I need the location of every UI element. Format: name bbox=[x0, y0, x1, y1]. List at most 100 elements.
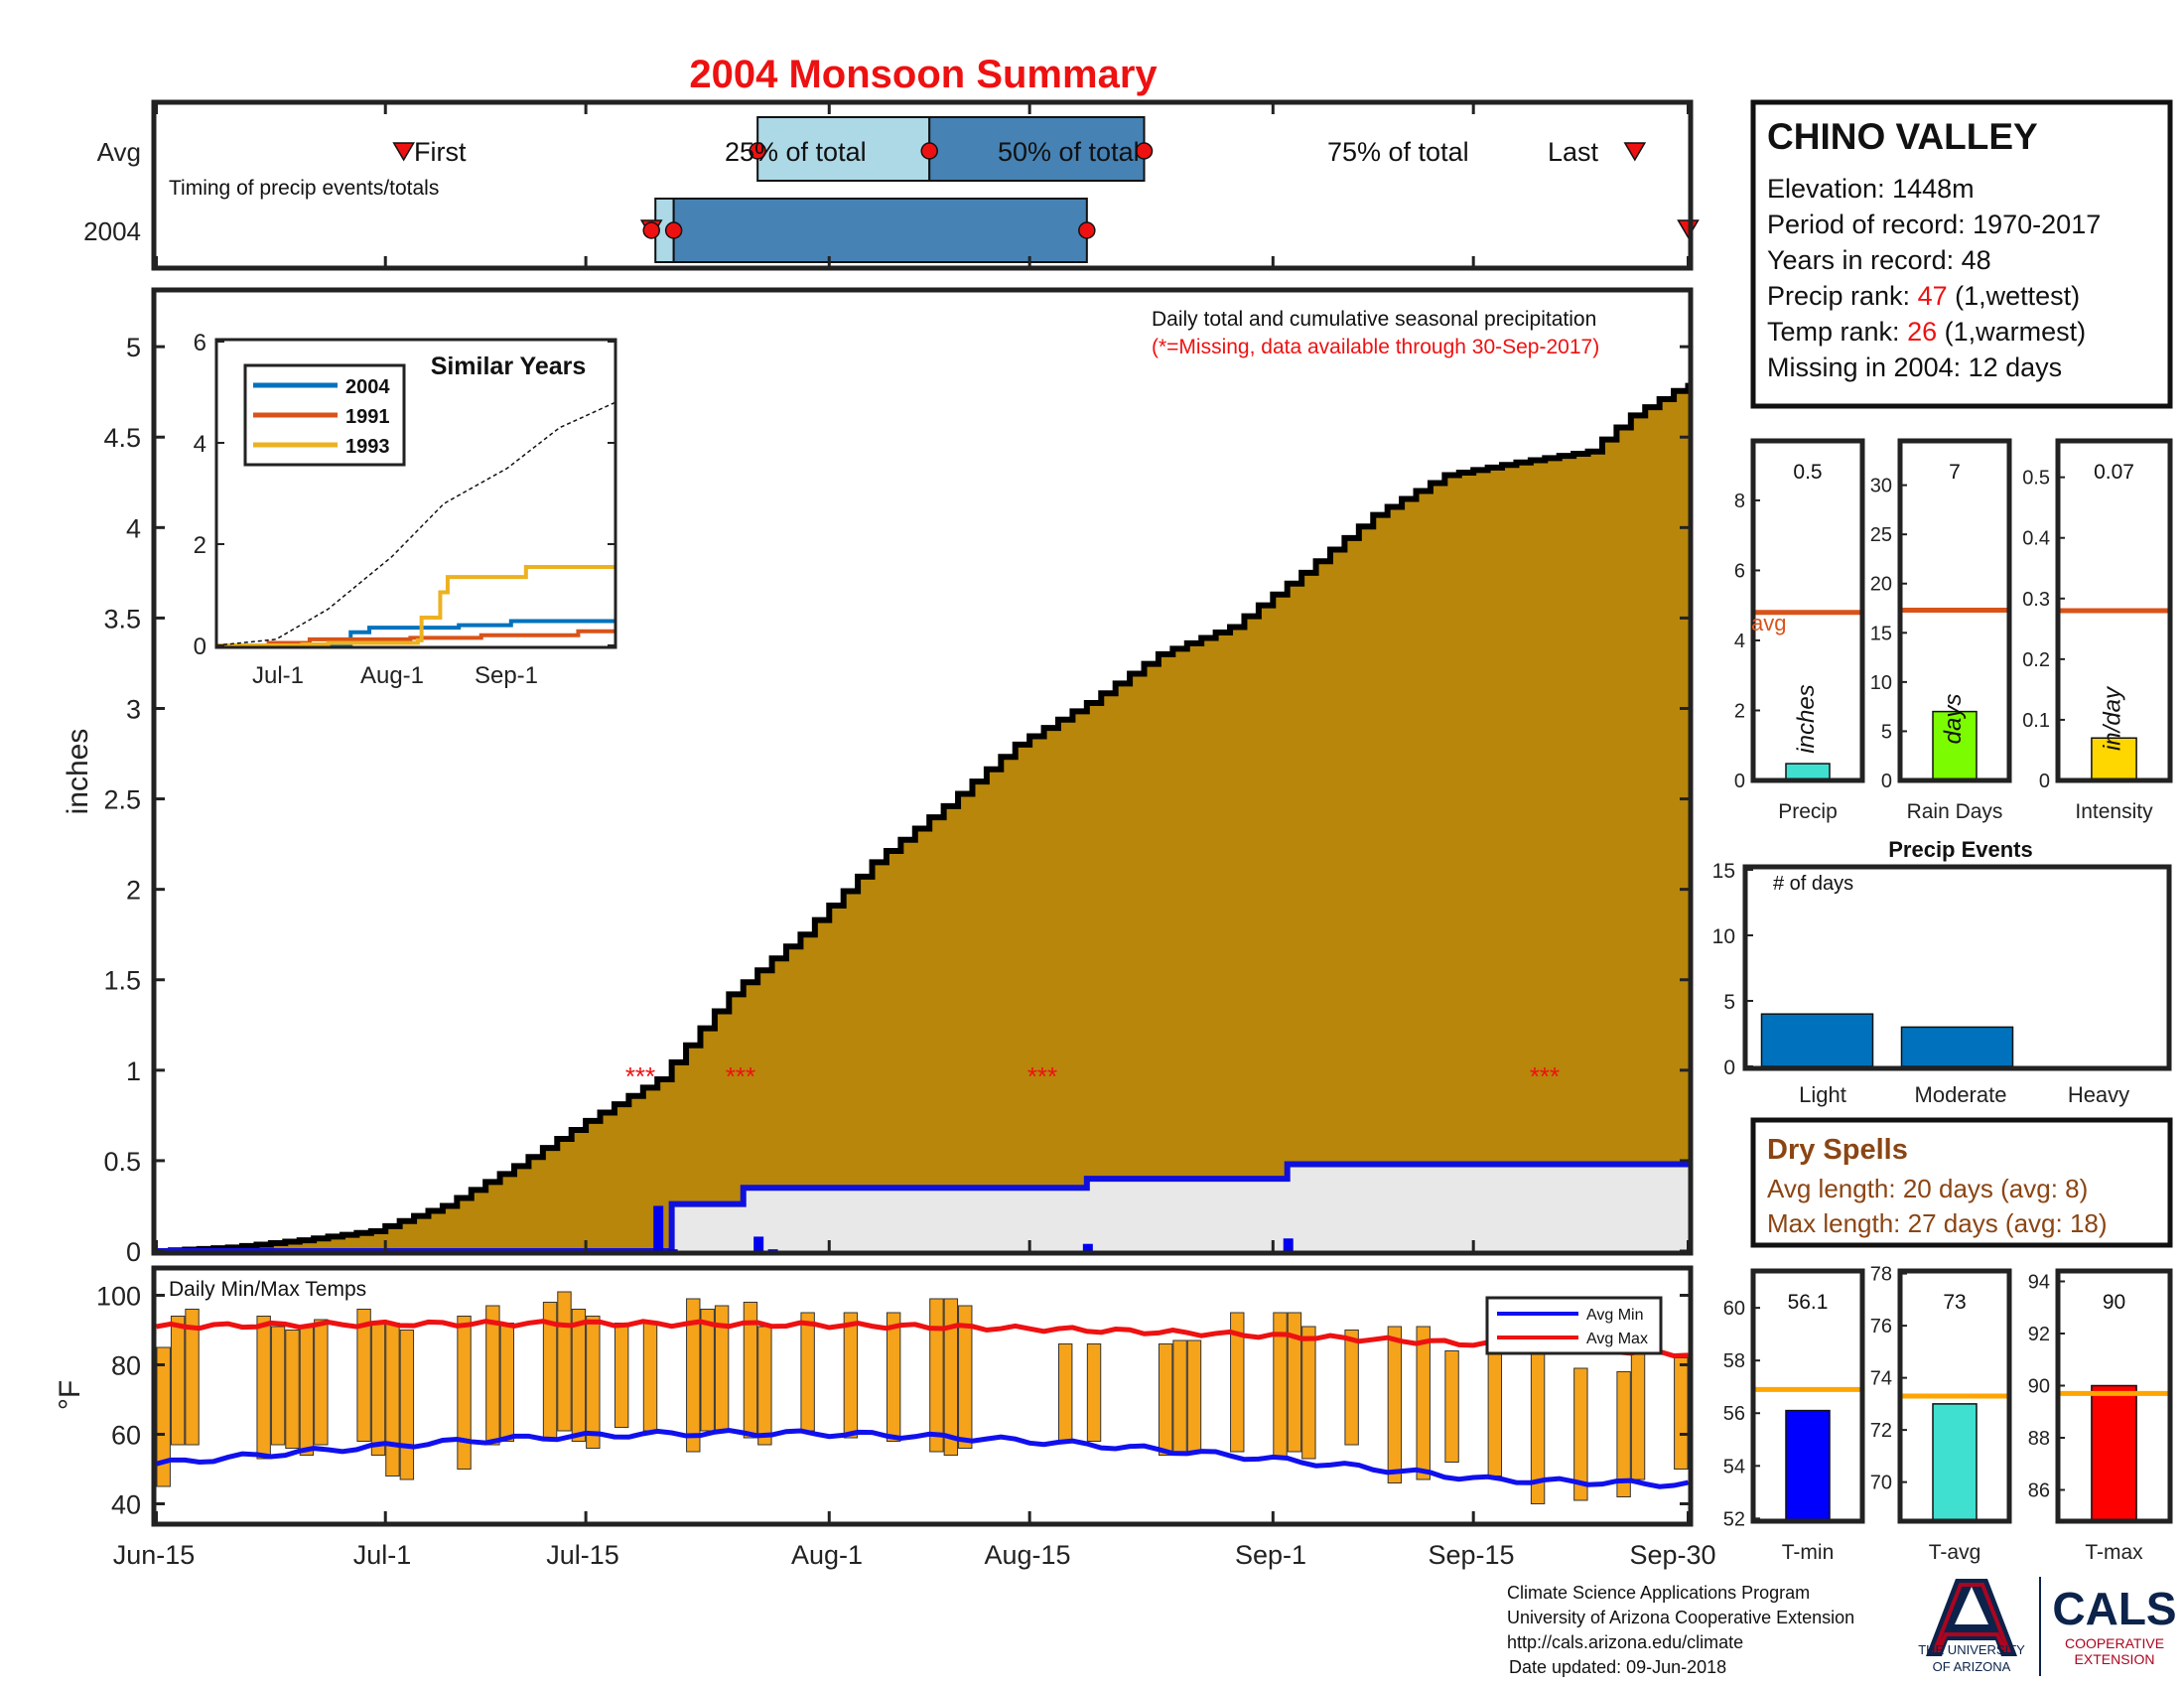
stat-tick-label: 56 bbox=[1723, 1403, 1745, 1425]
cumulative-average-step-line bbox=[156, 382, 1692, 1254]
daily-temp-bar bbox=[1301, 1326, 1316, 1460]
ua-logo-line1: THE UNIVERSITY bbox=[1918, 1642, 2025, 1657]
timing-panel: Avg 2004 Timing of precip events/totals … bbox=[83, 99, 1700, 271]
stat-avg-label: avg bbox=[1751, 611, 1786, 635]
daily-temp-bar bbox=[1487, 1343, 1503, 1477]
daily-temp-bar bbox=[557, 1291, 572, 1432]
stat-tick-label: 74 bbox=[1870, 1368, 1892, 1390]
timing-row-2004-label: 2004 bbox=[83, 216, 141, 246]
main-y-axis-label: inches bbox=[62, 729, 94, 815]
avg-p25-marker bbox=[749, 142, 766, 160]
temp-plot-area bbox=[155, 1291, 1689, 1504]
stat-bar bbox=[2091, 1384, 2137, 1522]
timing-first-label: First bbox=[414, 137, 467, 167]
avg-max-line bbox=[156, 1319, 1689, 1359]
temp-stat-charts: 52 54 56 58 60 56.1 T-min 70 72 74 76 78 73 T-avg 86 88… bbox=[1723, 1264, 2173, 1564]
stat-name-label: Rain Days bbox=[1907, 800, 2003, 823]
temperature-chart: 40 60 80 100 Daily Min/Max Temps °F Avg Min… bbox=[54, 1265, 1716, 1570]
temp-y-tick-label: 80 bbox=[111, 1351, 141, 1381]
stat-tick-label: 76 bbox=[1870, 1316, 1892, 1337]
footer-program: Climate Science Applications Program bbox=[1507, 1583, 1810, 1603]
daily-temp-bar bbox=[800, 1312, 815, 1432]
stat-tick-label: 58 bbox=[1723, 1350, 1745, 1372]
mini-chart-t-max: 86 88 90 92 94 90 T-max bbox=[2028, 1268, 2173, 1564]
inset-y-tick-label: 4 bbox=[194, 431, 206, 458]
cumulative-average-area bbox=[156, 382, 1689, 1251]
daily-temp-bar bbox=[1416, 1326, 1431, 1480]
dry-spells-max: Max length: 27 days (avg: 18) bbox=[1767, 1208, 2108, 1238]
stat-frame bbox=[1750, 1268, 1865, 1524]
stat-tick-label: 0 bbox=[2039, 771, 2050, 792]
temp-legend: Avg Min Avg Max bbox=[1485, 1296, 1663, 1355]
daily-temp-bar bbox=[270, 1326, 286, 1446]
stat-tick-label: 8 bbox=[1734, 491, 1745, 512]
temp-chart-label: Daily Min/Max Temps bbox=[169, 1278, 366, 1301]
temp-y-tick-label: 60 bbox=[111, 1421, 141, 1451]
daily-precip-bar bbox=[653, 1205, 664, 1251]
stat-tick-label: 72 bbox=[1870, 1420, 1892, 1442]
cumulative-2004-area bbox=[657, 1164, 1689, 1251]
daily-temp-bar bbox=[1616, 1371, 1631, 1497]
daily-temp-bar bbox=[1057, 1343, 1073, 1442]
events-cat-heavy: Heavy bbox=[2068, 1082, 2129, 1107]
stat-frame bbox=[1897, 1268, 2012, 1524]
similar-years-inset: 0 2 4 6 Jul-1 Aug-1 Sep-1 Similar Years 200… bbox=[194, 330, 617, 689]
stat-tick-label: 4 bbox=[1734, 631, 1745, 652]
y2004-p25-marker bbox=[642, 221, 660, 239]
daily-temp-bar bbox=[299, 1326, 315, 1456]
stat-tick-label: 70 bbox=[1870, 1473, 1892, 1494]
x-tick-aug1: Aug-1 bbox=[791, 1540, 863, 1570]
station-missing: Missing in 2004: 12 days bbox=[1767, 352, 2062, 382]
x-tick-sep1: Sep-1 bbox=[1235, 1540, 1306, 1570]
daily-precip-bar bbox=[1283, 1238, 1294, 1251]
main-y-tick-label: 4 bbox=[126, 513, 141, 543]
x-tick-sep30: Sep-30 bbox=[1629, 1540, 1715, 1570]
stat-value-label: 0.07 bbox=[2094, 461, 2134, 484]
daily-temp-bar bbox=[457, 1316, 472, 1470]
daily-precip-bar bbox=[667, 1249, 678, 1252]
daily-temp-bar bbox=[185, 1309, 200, 1446]
stat-tick-label: 20 bbox=[1870, 574, 1892, 596]
temp-legend-box bbox=[1485, 1296, 1663, 1355]
mini-chart-intensity: 0 0.1 0.2 0.3 0.4 0.5 0.07 in/day Intensity bbox=[2022, 438, 2173, 823]
daily-temp-bar bbox=[1387, 1326, 1403, 1483]
daily-temp-bar bbox=[929, 1298, 944, 1453]
daily-temp-bar bbox=[356, 1309, 371, 1442]
main-y-tick-label: 1 bbox=[126, 1056, 141, 1086]
daily-temp-bar bbox=[370, 1323, 386, 1456]
stat-tick-label: 88 bbox=[2028, 1428, 2050, 1450]
daily-temp-bar bbox=[1086, 1343, 1102, 1442]
cals-sub-line2: EXTENSION bbox=[2075, 1651, 2155, 1667]
inset-series-2004 bbox=[216, 619, 615, 647]
main-missing-note: (*=Missing, data available through 30-Se… bbox=[1152, 336, 1599, 358]
dry-spells-box: Dry Spells Avg length: 20 days (avg: 8) … bbox=[1750, 1117, 2173, 1248]
main-y-tick-label: 3 bbox=[126, 694, 141, 724]
stat-frame bbox=[2055, 1268, 2173, 1524]
events-y-tick-label: 15 bbox=[1712, 860, 1735, 883]
daily-temp-bar bbox=[485, 1305, 500, 1446]
daily-temp-bar bbox=[1344, 1330, 1359, 1446]
inset-y-tick-label: 6 bbox=[194, 330, 206, 356]
timing-p25-label: 25% of total bbox=[725, 137, 867, 167]
missing-marker-4: *** bbox=[1530, 1061, 1560, 1091]
stat-bar bbox=[1785, 763, 1831, 781]
ua-logo-line2: OF ARIZONA bbox=[1933, 1659, 2011, 1674]
main-y-tick-label: 1.5 bbox=[103, 966, 141, 996]
stat-bar bbox=[2091, 737, 2137, 781]
university-of-arizona-logo: THE UNIVERSITY OF ARIZONA CALS COOPERATI… bbox=[1918, 1577, 2177, 1676]
inset-y-tick-label: 0 bbox=[194, 633, 206, 660]
daily-precip-bar bbox=[767, 1249, 778, 1252]
y2004-p75-marker bbox=[1078, 221, 1096, 239]
avg-p75-marker bbox=[1135, 142, 1154, 160]
x-tick-jun15: Jun-15 bbox=[113, 1540, 196, 1570]
stat-tick-label: 52 bbox=[1723, 1508, 1745, 1530]
missing-marker-3: *** bbox=[1027, 1061, 1057, 1091]
daily-temp-bar bbox=[285, 1330, 300, 1449]
station-years: Years in record: 48 bbox=[1767, 245, 1991, 275]
x-tick-jul1: Jul-1 bbox=[353, 1540, 412, 1570]
precip-events-title: Precip Events bbox=[1888, 837, 2033, 862]
footer-date: Date updated: 09-Jun-2018 bbox=[1509, 1657, 1726, 1677]
main-annotation: Daily total and cumulative seasonal prec… bbox=[1152, 308, 1596, 331]
stat-tick-label: 30 bbox=[1870, 476, 1892, 497]
